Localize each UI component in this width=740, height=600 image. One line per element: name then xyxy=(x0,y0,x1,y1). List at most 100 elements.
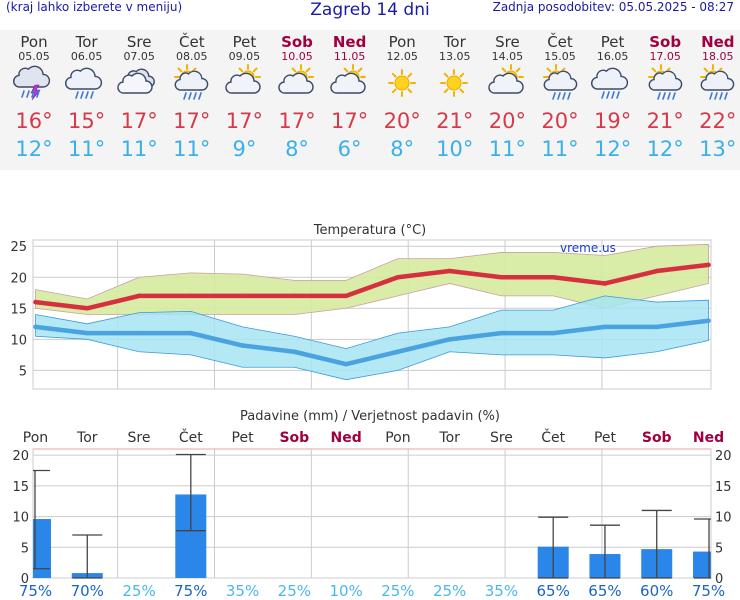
min-temperature-point xyxy=(706,318,711,324)
partly-cloudy-icon xyxy=(488,64,524,94)
day-column: Sre 14.05 20° 11° xyxy=(481,30,534,161)
min-temperature: 11° xyxy=(488,137,526,161)
max-temperature: 17° xyxy=(120,109,158,133)
day-column: Pon 12.05 20° 8° xyxy=(376,30,429,161)
max-temperature-point xyxy=(602,281,608,286)
precipitation-probability-label: 70% xyxy=(71,582,104,600)
cloudy-icon xyxy=(116,68,155,94)
day-name: Pet xyxy=(600,33,625,51)
precipitation-day-label: Pet xyxy=(594,430,617,446)
day-name: Sob xyxy=(649,33,682,51)
max-temperature-point xyxy=(188,293,194,299)
min-temperature-point xyxy=(136,330,142,336)
min-temperature: 11° xyxy=(541,137,579,161)
min-temperature: 13° xyxy=(699,137,737,161)
min-temperature: 8° xyxy=(285,137,309,161)
precipitation-probability-label: 25% xyxy=(278,582,311,600)
day-name: Tor xyxy=(443,33,466,51)
min-temperature: 6° xyxy=(337,137,362,161)
y-tick-label-left: 10 xyxy=(12,511,29,526)
day-column: Pet 16.05 19° 12° xyxy=(586,30,639,161)
max-temperature: 20° xyxy=(488,109,526,133)
min-temperature-point xyxy=(654,324,660,330)
day-column: Sob 10.05 17° 8° xyxy=(271,30,324,161)
last-updated: Zadnja posodobitev: 05.05.2025 - 08:27 xyxy=(492,0,734,14)
min-temperature: 11° xyxy=(67,137,106,161)
max-temperature: 20° xyxy=(541,109,579,133)
min-temperature-point xyxy=(395,349,401,355)
precipitation-day-label: Čet xyxy=(179,428,203,446)
sun-cloud-rain-icon xyxy=(174,64,209,100)
precipitation-probability-label: 25% xyxy=(122,582,155,600)
day-date: 13.05 xyxy=(439,50,471,63)
max-temperature-point xyxy=(240,293,245,299)
day-date: 07.05 xyxy=(123,50,155,63)
precipitation-probability-label: 35% xyxy=(485,582,518,600)
day-date: 16.05 xyxy=(596,50,629,63)
day-name: Pet xyxy=(232,33,257,51)
location-note: (kraj lahko izberete v meniju) xyxy=(6,0,183,14)
day-column: Pon 05.05 16° 12° xyxy=(8,30,61,161)
y-tick-label-right: 15 xyxy=(715,480,732,495)
max-temperature: 17° xyxy=(278,109,316,133)
max-temperature-point xyxy=(84,305,90,311)
max-temperature-point xyxy=(343,293,349,299)
cloud-rain-icon xyxy=(65,67,103,99)
max-temperature: 20° xyxy=(383,109,421,133)
max-temperature-point xyxy=(395,274,401,280)
precipitation-probability-label: 25% xyxy=(433,582,466,600)
precipitation-day-label: Sob xyxy=(279,430,309,446)
day-column: Sob 17.05 21° 12° xyxy=(639,30,692,161)
min-temperature-line xyxy=(35,318,709,367)
partly-cloudy-icon xyxy=(225,64,261,94)
precipitation-chart-title: Padavine (mm) / Verjetnost padavin (%) xyxy=(240,409,500,424)
day-name: Sob xyxy=(281,33,313,51)
precipitation-probability-label: 75% xyxy=(174,582,207,600)
y-tick-label-right: 0 xyxy=(715,572,723,587)
partly-cloudy-icon xyxy=(277,64,314,94)
y-tick-label: 25 xyxy=(10,240,27,255)
precipitation-bar xyxy=(33,519,51,578)
min-temperature-band xyxy=(35,295,709,381)
min-temperature: 12° xyxy=(593,137,632,161)
daily-forecast-strip: Pon 05.05 16° 12° Tor 06.05 15° 11° Sre 07.05 17° 1… xyxy=(0,30,740,170)
day-date: 15.05 xyxy=(544,50,576,63)
max-temperature-point xyxy=(706,262,711,268)
sun-icon xyxy=(387,69,416,97)
max-temperature: 21° xyxy=(646,109,684,133)
watermark: vreme.us xyxy=(560,241,616,255)
min-temperature-point xyxy=(84,330,90,336)
day-column: Ned 18.05 22° 13° xyxy=(691,30,740,161)
max-temperature: 19° xyxy=(593,109,632,133)
sun-cloud-rain-icon xyxy=(647,64,682,100)
precipitation-day-label: Pon xyxy=(385,430,410,446)
day-date: 17.05 xyxy=(649,50,681,63)
max-temperature-point xyxy=(499,274,504,280)
day-name: Sre xyxy=(126,33,152,51)
partly-cloudy-icon xyxy=(330,64,367,94)
precipitation-day-label: Sre xyxy=(490,430,513,446)
min-temperature: 12° xyxy=(646,137,684,161)
day-date: 14.05 xyxy=(491,50,524,63)
sun-cloud-rain-icon xyxy=(542,64,577,100)
thunderstorm-icon xyxy=(12,65,50,101)
max-temperature: 16° xyxy=(15,109,53,133)
day-column: Čet 15.05 20° 11° xyxy=(534,30,587,161)
min-temperature-point xyxy=(240,343,245,348)
day-date: 11.05 xyxy=(333,50,366,63)
precipitation-probability-label: 60% xyxy=(640,582,673,600)
sun-cloud-rain-icon xyxy=(700,64,735,100)
precipitation-probability-label: 10% xyxy=(329,582,362,600)
day-date: 12.05 xyxy=(386,50,418,63)
y-tick-label: 15 xyxy=(10,302,27,317)
precipitation-probability-label: 35% xyxy=(226,582,259,600)
min-temperature-point xyxy=(343,361,349,367)
precipitation-day-label: Pon xyxy=(23,430,48,446)
day-date: 10.05 xyxy=(281,50,313,63)
min-temperature: 11° xyxy=(173,137,211,161)
day-column: Čet 08.05 17° 11° xyxy=(165,30,218,161)
max-temperature: 15° xyxy=(67,109,106,133)
min-temperature: 10° xyxy=(436,137,474,161)
day-name: Pon xyxy=(20,33,48,51)
max-temperature-point xyxy=(136,293,142,299)
